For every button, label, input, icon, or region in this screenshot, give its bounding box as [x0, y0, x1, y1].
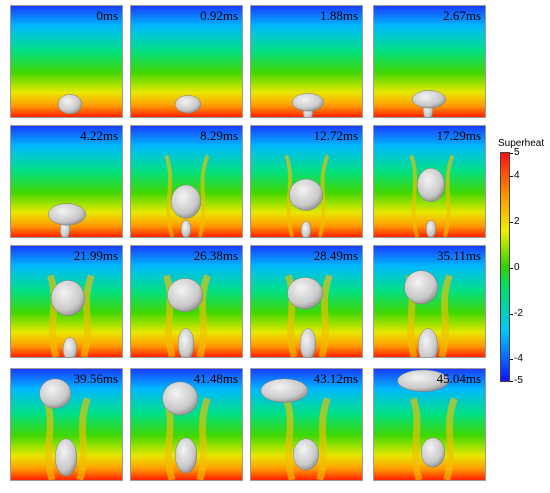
vapor-bubble: [51, 280, 85, 316]
temperature-field-image: [374, 6, 485, 117]
simulation-panel: 8.29ms: [130, 125, 243, 238]
time-label: 8.29ms: [200, 128, 238, 143]
vapor-stem: [180, 220, 192, 237]
simulation-panel: 35.11ms: [373, 245, 486, 358]
temperature-field-image: [374, 246, 485, 357]
time-label: 45.04ms: [436, 371, 481, 386]
colorbar-legend: Superheat 5 4 2 0 -2 -4 -5: [496, 138, 550, 398]
vapor-stem: [54, 438, 78, 477]
temperature-field-image: [11, 246, 122, 357]
temperature-field-image: [251, 246, 362, 357]
vapor-stem: [174, 437, 198, 474]
time-label: 35.11ms: [437, 248, 481, 263]
vapor-bubble: [292, 93, 324, 112]
time-label: 41.48ms: [193, 371, 238, 386]
vapor-bubble: [404, 270, 439, 305]
temperature-field-image: [131, 246, 242, 357]
time-label: 17.29ms: [436, 128, 481, 143]
simulation-panel: 0ms: [10, 5, 123, 118]
colorbar-title: Superheat: [498, 138, 545, 149]
vapor-stem: [292, 438, 320, 471]
vapor-stem: [62, 337, 78, 357]
simulation-panel: 41.48ms: [130, 368, 243, 481]
simulation-panel: 0.92ms: [130, 5, 243, 118]
vapor-bubble: [412, 90, 446, 109]
vapor-bubble: [289, 178, 323, 211]
simulation-panel: 21.99ms: [10, 245, 123, 358]
time-label: 26.38ms: [193, 248, 238, 263]
temperature-field-image: [374, 126, 485, 237]
time-label: 12.72ms: [313, 128, 358, 143]
colorbar-tickmark: [510, 153, 513, 154]
time-label: 0ms: [96, 8, 118, 23]
temperature-field-image: [131, 6, 242, 117]
time-label: 21.99ms: [73, 248, 118, 263]
temperature-field-image: [11, 369, 122, 480]
temperature-field-image: [11, 6, 122, 117]
vapor-stem: [300, 221, 312, 237]
simulation-panel: 12.72ms: [250, 125, 363, 238]
vapor-bubble: [287, 277, 323, 310]
time-label: 2.67ms: [443, 8, 481, 23]
colorbar-tick: -5: [514, 375, 523, 386]
time-label: 1.88ms: [320, 8, 358, 23]
colorbar-tickmark: [510, 314, 513, 315]
simulation-panel: 28.49ms: [250, 245, 363, 358]
simulation-panel: 4.22ms: [10, 125, 123, 238]
vapor-bubble: [39, 378, 72, 409]
simulation-panel: 45.04ms: [373, 368, 486, 481]
time-label: 4.22ms: [80, 128, 118, 143]
temperature-field-image: [374, 369, 485, 480]
colorbar-gradient: [500, 152, 510, 382]
simulation-panel: 26.38ms: [130, 245, 243, 358]
colorbar-tickmark: [510, 359, 513, 360]
vapor-bubble: [57, 94, 82, 115]
colorbar-tick: -2: [514, 308, 523, 319]
colorbar-tick: 5: [514, 147, 520, 158]
vapor-stem: [425, 220, 437, 237]
vapor-bubble: [260, 378, 309, 403]
time-label: 28.49ms: [313, 248, 358, 263]
colorbar-tickmark: [510, 268, 513, 269]
time-label: 0.92ms: [200, 8, 238, 23]
simulation-panel: 2.67ms: [373, 5, 486, 118]
vapor-bubble: [162, 381, 199, 416]
colorbar-tick: 2: [514, 216, 520, 227]
time-label: 39.56ms: [73, 371, 118, 386]
colorbar-tickmark: [510, 222, 513, 223]
simulation-panel: 1.88ms: [250, 5, 363, 118]
temperature-field-image: [251, 126, 362, 237]
time-label: 43.12ms: [313, 371, 358, 386]
colorbar-tick: 4: [514, 170, 520, 181]
simulation-panel: 17.29ms: [373, 125, 486, 238]
temperature-field-image: [251, 369, 362, 480]
colorbar-tickmark: [510, 176, 513, 177]
temperature-field-image: [131, 126, 242, 237]
vapor-stem: [420, 437, 445, 468]
vapor-bubble: [171, 184, 201, 219]
simulation-panel: 43.12ms: [250, 368, 363, 481]
colorbar-tick: 0: [514, 262, 520, 273]
vapor-bubble: [167, 278, 203, 313]
vapor-bubble: [48, 203, 86, 226]
temperature-field-image: [131, 369, 242, 480]
vapor-stem: [417, 328, 439, 357]
simulation-grid: 0ms 0.92ms 1.88ms 2.67ms 4.22ms 8.29ms 12.72ms…: [10, 5, 486, 481]
vapor-bubble: [174, 95, 201, 114]
temperature-field-image: [251, 6, 362, 117]
colorbar-tick: -4: [514, 353, 523, 364]
colorbar-tickmark: [510, 381, 513, 382]
simulation-panel: 39.56ms: [10, 368, 123, 481]
vapor-bubble: [416, 167, 445, 202]
vapor-stem: [177, 328, 195, 357]
vapor-bubble: [397, 369, 449, 392]
temperature-field-image: [11, 126, 122, 237]
vapor-stem: [299, 328, 317, 357]
